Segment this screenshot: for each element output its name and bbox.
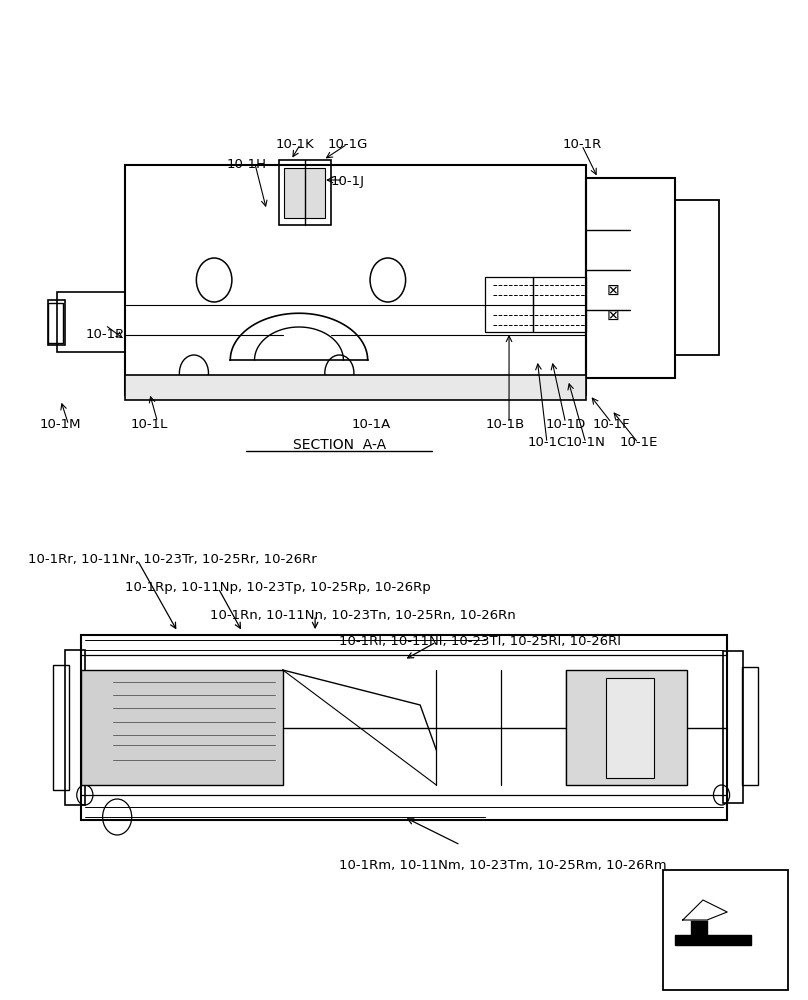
- Bar: [723, 651, 743, 803]
- Bar: [279, 160, 331, 225]
- Bar: [125, 165, 586, 395]
- Bar: [586, 178, 675, 378]
- Bar: [533, 277, 586, 332]
- Bar: [675, 200, 719, 355]
- Text: 10-1Rl, 10-11Nl, 10-23Tl, 10-25Rl, 10-26Rl: 10-1Rl, 10-11Nl, 10-23Tl, 10-25Rl, 10-26…: [339, 636, 621, 648]
- Polygon shape: [683, 900, 727, 920]
- Text: 10-1L: 10-1L: [131, 418, 168, 432]
- Text: 10-1G: 10-1G: [327, 138, 368, 151]
- Bar: [65, 650, 85, 805]
- Text: ⊠: ⊠: [607, 282, 620, 298]
- Text: 10-1P: 10-1P: [86, 328, 124, 342]
- Text: 10-1F: 10-1F: [593, 418, 630, 432]
- Text: 10-1H: 10-1H: [226, 158, 267, 172]
- Text: 10-1A: 10-1A: [352, 418, 391, 432]
- Text: 10-1E: 10-1E: [619, 436, 658, 450]
- Text: 10-1B: 10-1B: [486, 418, 524, 432]
- Text: 10-1N: 10-1N: [566, 436, 606, 450]
- Text: 10-1Rn, 10-11Nn, 10-23Tn, 10-25Rn, 10-26Rn: 10-1Rn, 10-11Nn, 10-23Tn, 10-25Rn, 10-26…: [210, 608, 516, 621]
- Text: 10-1R: 10-1R: [562, 138, 601, 151]
- Bar: [57, 292, 125, 352]
- Bar: [53, 665, 69, 790]
- Text: 10-1K: 10-1K: [276, 138, 314, 151]
- Bar: [284, 168, 325, 218]
- Text: 10-1Rr, 10-11Nr, 10-23Tr, 10-25Rr, 10-26Rr: 10-1Rr, 10-11Nr, 10-23Tr, 10-25Rr, 10-26…: [28, 554, 317, 566]
- Text: ⊠: ⊠: [607, 308, 620, 322]
- Text: 10-1M: 10-1M: [40, 418, 82, 432]
- Bar: [606, 678, 654, 778]
- Polygon shape: [675, 920, 751, 945]
- Bar: [81, 670, 283, 785]
- Text: SECTION  A-A: SECTION A-A: [292, 438, 386, 452]
- Text: 10-1J: 10-1J: [330, 176, 364, 188]
- Bar: [81, 635, 727, 820]
- Bar: [125, 375, 586, 400]
- Bar: [742, 667, 758, 785]
- Text: 10-1D: 10-1D: [545, 418, 586, 432]
- Bar: [48, 300, 65, 345]
- Text: 10-1C: 10-1C: [528, 436, 566, 450]
- Bar: [566, 670, 687, 785]
- Bar: [663, 870, 788, 990]
- Bar: [48, 303, 63, 343]
- Text: 10-1Rm, 10-11Nm, 10-23Tm, 10-25Rm, 10-26Rm: 10-1Rm, 10-11Nm, 10-23Tm, 10-25Rm, 10-26…: [339, 858, 667, 871]
- Bar: [485, 277, 533, 332]
- Text: 10-1Rp, 10-11Np, 10-23Tp, 10-25Rp, 10-26Rp: 10-1Rp, 10-11Np, 10-23Tp, 10-25Rp, 10-26…: [125, 582, 431, 594]
